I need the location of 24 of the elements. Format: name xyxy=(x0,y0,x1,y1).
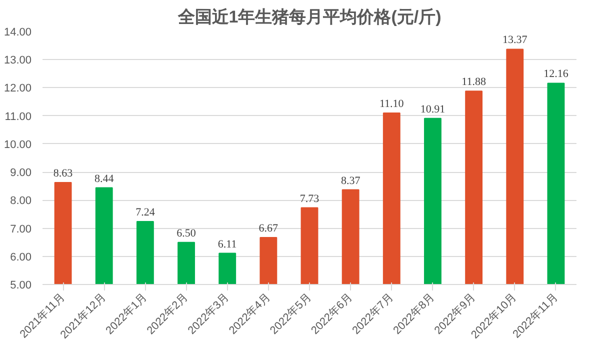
data-label: 10.91 xyxy=(420,103,446,116)
data-label: 8.37 xyxy=(340,174,361,187)
y-tick-label: 13.00 xyxy=(4,54,32,67)
data-label: 6.67 xyxy=(258,222,279,235)
y-tick-label: 14.00 xyxy=(4,26,32,38)
data-label: 11.10 xyxy=(379,98,404,110)
data-label: 6.11 xyxy=(218,238,237,250)
data-label: 13.37 xyxy=(502,34,528,46)
data-label: 8.63 xyxy=(53,167,74,180)
y-tick-label: 11.00 xyxy=(4,110,32,123)
y-tick-label: 7.00 xyxy=(10,223,32,236)
chart-title: 全国近1年生猪每月平均价格(元/斤) xyxy=(176,8,442,26)
data-label: 7.73 xyxy=(300,192,320,205)
y-tick-label: 8.00 xyxy=(10,195,32,208)
data-label: 7.24 xyxy=(136,206,156,219)
data-label: 11.88 xyxy=(462,76,486,88)
data-label: 6.50 xyxy=(176,227,196,240)
y-tick-label: 10.00 xyxy=(4,138,32,151)
y-tick-label: 5.00 xyxy=(10,280,32,292)
y-tick-label: 6.00 xyxy=(10,251,32,264)
y-tick-label: 12.00 xyxy=(4,82,32,95)
y-tick-label: 9.00 xyxy=(10,167,32,180)
data-label: 12.16 xyxy=(544,68,569,80)
data-label: 8.44 xyxy=(94,172,114,185)
